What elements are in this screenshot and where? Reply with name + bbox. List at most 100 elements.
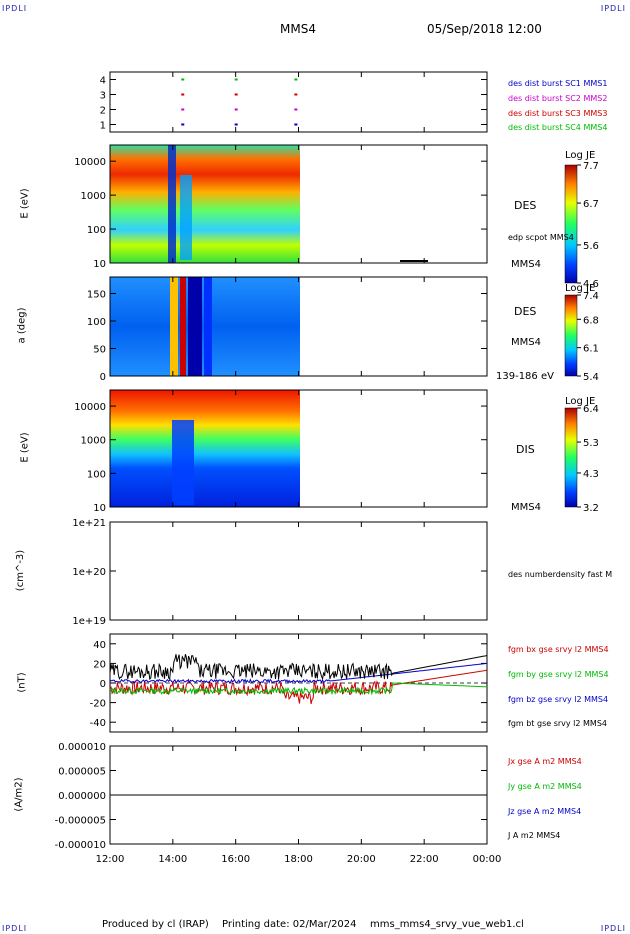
xtick-label: 14:00 — [158, 854, 187, 865]
ytick-label: 1 — [100, 121, 106, 132]
xtick-label: 00:00 — [473, 854, 502, 865]
series-line-bt — [109, 654, 488, 681]
ytick-label: -40 — [90, 718, 106, 729]
dropout-electron-1 — [168, 145, 176, 263]
legend-by: fgm by gse srvy l2 MMS4 — [508, 670, 609, 679]
ylabel-pitch-angle: a (deg) — [16, 307, 28, 344]
colorbar-tick-label: 3.2 — [583, 503, 599, 514]
ytick-label: 10 — [93, 259, 106, 270]
ylabel-electron-energy: E (eV) — [19, 188, 31, 219]
ylabel-ion-energy: E (eV) — [19, 432, 31, 463]
corner-label-top-left: IPDLI — [2, 4, 28, 13]
label-dis: DIS — [516, 443, 535, 456]
spectrogram-electron-energy — [110, 145, 300, 263]
footer-produced-by: Produced by cl (IRAP) — [102, 919, 209, 930]
colorbar-tick-label: 5.6 — [583, 241, 599, 252]
label-density: des numberdensity fast M — [508, 570, 613, 579]
ytick-label: 150 — [87, 290, 106, 301]
ytick-label: 100 — [87, 225, 106, 236]
ytick-label: 1e+19 — [72, 616, 106, 627]
panel-frame-density — [109, 521, 488, 621]
pitch-band-4 — [204, 277, 212, 376]
legend-jx: Jx gse A m2 MMS4 — [508, 757, 582, 766]
corner-label-bottom-left: IPDLI — [2, 924, 28, 933]
colorbar-tick-label: 6.1 — [583, 344, 599, 355]
colorbar-tick-label: 6.8 — [583, 315, 599, 326]
ytick-label: 50 — [93, 345, 106, 356]
panel-frame-burst — [109, 71, 488, 133]
ytick-label: 100 — [87, 317, 106, 328]
legend-burst-sc1: des dist burst SC1 MMS1 — [508, 79, 608, 88]
ytick-label: 10 — [93, 503, 106, 514]
colorbar-title-pitch-angle: Log JE — [565, 283, 596, 294]
label-mms4-ion: MMS4 — [511, 502, 541, 513]
xtick-label: 18:00 — [284, 854, 313, 865]
colorbar-tick-label: 7.7 — [583, 161, 599, 172]
footer-printing-date: Printing date: 02/Mar/2024 — [222, 919, 357, 930]
ylabel-magnetic-field: (nT) — [16, 672, 28, 693]
xtick-label: 22:00 — [410, 854, 439, 865]
colorbar — [564, 294, 578, 377]
ytick-label: -0.000005 — [55, 816, 106, 827]
series-line-bz — [109, 662, 488, 684]
legend-burst-sc2: des dist burst SC2 MMS2 — [508, 94, 608, 103]
ytick-label: 2 — [100, 106, 106, 117]
colorbar — [564, 164, 578, 284]
pitch-band-2 — [180, 277, 186, 376]
spectrogram-ion-energy — [110, 390, 300, 507]
colorbar — [564, 407, 578, 508]
ytick-label: 100 — [87, 469, 106, 480]
ytick-label: -0.000010 — [55, 840, 106, 851]
stacked-plot: 1 2 3 4 10 100 1000 10000 0 50 100 150 10 100 1000 1000… — [55, 71, 599, 865]
colorbar-title-ion-energy: Log JE — [565, 396, 596, 407]
spacecraft-title: MMS4 — [280, 22, 316, 36]
legend-jy: Jy gse A m2 MMS4 — [508, 782, 582, 791]
colorbar-tick-label: 6.4 — [583, 404, 599, 415]
colorbar-tick-label: 5.3 — [583, 438, 599, 449]
ytick-label: 0 — [100, 679, 106, 690]
ytick-label: 40 — [93, 640, 106, 651]
xtick-label: 16:00 — [221, 854, 250, 865]
colorbar-tick-label: 4.3 — [583, 469, 599, 480]
label-mms4-pitch: MMS4 — [511, 337, 541, 348]
label-des-pitch: DES — [514, 305, 537, 318]
ylabel-density: (cm^-3) — [15, 549, 27, 592]
footer-script-name: mms_mms4_srvy_vue_web1.cl — [370, 919, 524, 930]
ytick-label: 1000 — [81, 436, 106, 447]
colorbar-title-electron-energy: Log JE — [565, 150, 596, 161]
ytick-label: 1e+20 — [72, 567, 106, 578]
legend-bz: fgm bz gse srvy l2 MMS4 — [508, 695, 609, 704]
corner-label-bottom-right: IPDLI — [600, 924, 626, 933]
dropout-ion — [172, 420, 194, 505]
ytick-label: 0.000010 — [58, 742, 106, 753]
legend-burst-sc4: des dist burst SC4 MMS4 — [508, 123, 608, 132]
ytick-label: 0.000005 — [58, 767, 106, 778]
ytick-label: 10000 — [74, 157, 106, 168]
colorbar-tick-label: 5.4 — [583, 372, 599, 383]
ytick-label: 0 — [100, 372, 106, 383]
legend-j: J A m2 MMS4 — [508, 831, 561, 840]
colorbar-tick-label: 6.7 — [583, 199, 599, 210]
ytick-label: 1e+21 — [72, 518, 106, 529]
legend-burst-sc3: des dist burst SC3 MMS3 — [508, 109, 608, 118]
pitch-band-1 — [170, 277, 178, 376]
corner-label-top-right: IPDLI — [600, 4, 626, 13]
ytick-label: 20 — [93, 659, 106, 670]
colorbar-tick-label: 4.6 — [583, 279, 599, 290]
ytick-label: 4 — [100, 76, 106, 87]
ytick-label: 1000 — [81, 191, 106, 202]
legend-bt: fgm bt gse srvy l2 MMS4 — [508, 719, 607, 728]
label-edp-scpot: edp scpot MMS4 — [508, 233, 574, 242]
ytick-label: -20 — [90, 699, 106, 710]
xtick-label: 12:00 — [96, 854, 125, 865]
legend-jz: Jz gse A m2 MMS4 — [508, 807, 582, 816]
label-mms4-energy: MMS4 — [511, 259, 541, 270]
legend-bx: fgm bx gse srvy l2 MMS4 — [508, 645, 609, 654]
pitch-band-3 — [188, 277, 202, 376]
dropout-electron-2 — [180, 175, 192, 260]
series-line-by — [109, 682, 487, 696]
label-pitch-energy-range: 139-186 eV — [496, 371, 554, 382]
xtick-label: 20:00 — [347, 854, 376, 865]
colorbar-tick-label: 7.4 — [583, 291, 599, 302]
ytick-label: 3 — [100, 91, 106, 102]
